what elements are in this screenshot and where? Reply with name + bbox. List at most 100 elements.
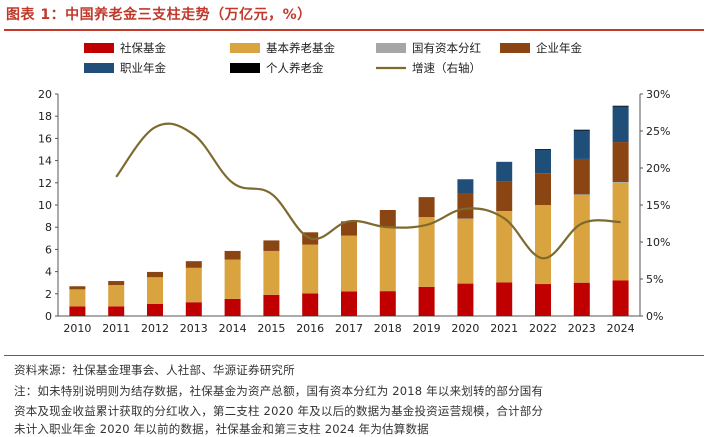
bar-segment: [263, 240, 280, 251]
bar-segment: [341, 221, 357, 236]
bar-segment: [457, 193, 474, 219]
footnote-line-2: 资本及现金收益累计获取的分红收入，第二支柱 2020 年及以后的数据为基金投资运…: [14, 404, 544, 418]
x-tick-label: 2017: [335, 322, 363, 335]
bar-segment: [108, 281, 125, 286]
bar-segment: [379, 291, 396, 316]
bar-segment: [612, 280, 629, 316]
x-tick-label: 2023: [568, 322, 596, 335]
x-tick-label: 2013: [180, 322, 208, 335]
bar-segment: [496, 211, 513, 283]
bar-segment: [612, 182, 629, 281]
bar-segment: [573, 129, 590, 131]
x-tick-label: 2010: [63, 322, 91, 335]
y-left-tick-label: 10: [38, 199, 52, 212]
y-left-tick-label: 8: [45, 221, 52, 234]
bar-segment: [224, 250, 241, 260]
y-right-tick-label: 5%: [646, 273, 663, 286]
legend-swatch: [84, 43, 114, 53]
legend-label: 国有资本分红: [412, 41, 481, 55]
y-left-tick-label: 0: [45, 310, 52, 323]
y-right-tick-label: 25%: [646, 125, 670, 138]
source-rule: [4, 355, 704, 356]
x-tick-label: 2019: [413, 322, 441, 335]
x-tick-label: 2018: [374, 322, 402, 335]
x-tick-label: 2016: [296, 322, 324, 335]
y-left-tick-label: 6: [45, 243, 52, 256]
legend-swatch: [230, 43, 260, 53]
x-tick-label: 2015: [257, 322, 285, 335]
bar-segment: [302, 293, 319, 316]
bar-segment: [69, 289, 86, 307]
bar-segment: [496, 282, 513, 316]
figure-title: 图表 1：中国养老金三支柱走势（万亿元，%）: [6, 7, 312, 23]
bar-segment: [302, 244, 319, 294]
x-tick-label: 2012: [141, 322, 169, 335]
bar-segment: [573, 158, 590, 195]
legend-label: 社保基金: [120, 41, 166, 55]
bar-segment: [612, 105, 629, 107]
plot-area: 0 2 4 6 8 10 12 14 16 18 20 0% 5% 10% 15% 20% 25% 30% 2010…: [38, 88, 670, 335]
x-tick-label: 2021: [490, 322, 518, 335]
bar-segment: [457, 218, 474, 284]
bar-segment: [535, 205, 551, 285]
bar-segment: [418, 286, 435, 316]
bar-segment: [69, 306, 86, 316]
footnote-line-3: 未计入职业年金 2020 年以前的数据，社保基金和第三支柱 2024 年为估算数…: [14, 422, 429, 436]
bar-segment: [612, 182, 629, 183]
legend-label: 职业年金: [120, 61, 166, 75]
legend-label: 增速（右轴）: [412, 61, 481, 75]
bar-segment: [573, 195, 590, 283]
bar-segment: [108, 306, 125, 316]
legend-label: 个人养老金: [266, 61, 324, 75]
legend-label: 企业年金: [536, 41, 582, 55]
bar-segment: [535, 284, 551, 316]
y-right-tick-label: 20%: [646, 162, 670, 175]
bar-segment: [341, 235, 357, 292]
bar-segment: [108, 285, 125, 307]
legend-swatch: [230, 63, 260, 73]
bar-segment: [612, 142, 629, 183]
title-rule: [4, 29, 704, 31]
bar-segment: [535, 149, 551, 150]
bar-segment: [496, 161, 513, 182]
bar-segment: [535, 173, 551, 206]
bar-segment: [224, 259, 241, 299]
x-tick-label: 2024: [607, 322, 635, 335]
y-right-tick-label: 30%: [646, 88, 670, 101]
y-left-tick-label: 2: [45, 288, 52, 301]
y-right-tick-label: 0%: [646, 310, 663, 323]
bar-segment: [535, 204, 551, 206]
bar-segment: [263, 294, 280, 316]
legend-swatch: [500, 43, 530, 53]
bar-segment: [69, 286, 86, 290]
bar-segment: [224, 298, 241, 316]
bar-segment: [185, 261, 202, 268]
x-tick-label: 2011: [102, 322, 130, 335]
y-right-tick-label: 15%: [646, 199, 670, 212]
x-tick-label: 2020: [451, 322, 479, 335]
y-left-tick-label: 12: [38, 177, 52, 190]
bar-segment: [147, 271, 163, 278]
y-left-tick-label: 20: [38, 88, 52, 101]
x-tick-label: 2014: [219, 322, 247, 335]
bar-segment: [379, 209, 396, 227]
y-left-tick-label: 18: [38, 110, 52, 123]
y-left-tick-label: 14: [38, 155, 52, 168]
x-tick-label: 2022: [529, 322, 557, 335]
legend-label: 基本养老基金: [266, 41, 335, 55]
bar-segment: [185, 302, 202, 316]
bar-segment: [185, 267, 202, 303]
bar-segment: [418, 217, 435, 287]
bar-segment: [457, 179, 474, 194]
bar-segment: [573, 194, 590, 196]
bar-segment: [573, 282, 590, 316]
bar-segment: [496, 181, 513, 211]
bar-segment: [535, 149, 551, 174]
bar-segment: [418, 197, 435, 218]
y-left-tick-label: 4: [45, 266, 52, 279]
footnote-line-1: 注：如未特别说明则为结存数据，社保基金为资产总额，国有资本分红为 2018 年以…: [14, 384, 544, 398]
bar-segment: [147, 277, 163, 304]
bar-segment: [496, 210, 513, 212]
